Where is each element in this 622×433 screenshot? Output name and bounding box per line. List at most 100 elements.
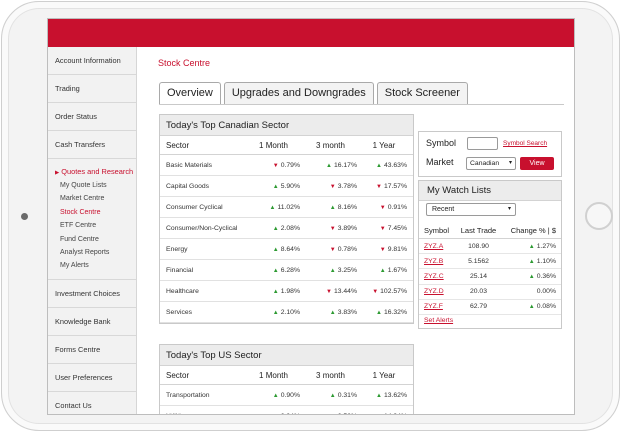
table-row[interactable]: Transportation ▲ 0.90% ▲ 0.31% ▲ 13.62% bbox=[160, 385, 413, 406]
up-arrow-icon: ▲ bbox=[330, 414, 336, 415]
up-arrow-icon: ▲ bbox=[272, 183, 279, 190]
sidebar-item-trading[interactable]: Trading bbox=[48, 75, 136, 103]
sidebar-subitem-analyst-reports[interactable]: Analyst Reports bbox=[60, 249, 110, 257]
sector-name-value: Services bbox=[166, 308, 193, 316]
sidebar-subitem-stock-centre[interactable]: Stock Centre bbox=[60, 208, 101, 216]
view-button[interactable]: View bbox=[520, 157, 554, 170]
table-row[interactable]: Consumer Cyclical ▲ 11.02% ▲ 8.16% ▼ 0.91% bbox=[160, 197, 413, 218]
sidebar-subitem-my-alerts[interactable]: My Alerts bbox=[60, 262, 89, 270]
sidebar-item-knowledge-bank[interactable]: Knowledge Bank bbox=[48, 308, 136, 336]
up-arrow-icon: ▲ bbox=[528, 273, 535, 280]
up-arrow-icon: ▲ bbox=[329, 309, 336, 316]
table-row[interactable]: Financial ▲ 6.28% ▲ 3.25% ▲ 1.67% bbox=[160, 260, 413, 281]
table-row[interactable]: Energy ▲ 8.64% ▼ 0.78% ▼ 9.81% bbox=[160, 239, 413, 260]
sidebar-subitem-etf-centre[interactable]: ETF Centre bbox=[60, 222, 97, 230]
sector-name: Consumer Cyclical bbox=[160, 204, 247, 211]
sector-name-value: Consumer/Non-Cyclical bbox=[166, 224, 238, 232]
change-percent-value: 0.36% bbox=[536, 272, 556, 280]
change-3-month-value: 0.78% bbox=[337, 245, 357, 253]
chevron-down-icon: ▾ bbox=[507, 206, 511, 212]
down-arrow-icon: ▼ bbox=[372, 288, 379, 295]
change-1-month-value: 0.79% bbox=[280, 161, 300, 169]
canadian-sector-rows: Basic Materials ▼ 0.79% ▲ 16.17% ▲ 43.63% Capit… bbox=[160, 155, 413, 323]
change-3-month: ▲2.56% bbox=[304, 413, 361, 415]
up-arrow-icon: ▲ bbox=[272, 288, 279, 295]
column-header-change: Change % | $ bbox=[510, 225, 556, 235]
last-trade-value: 5.1562 bbox=[468, 257, 489, 265]
market-select[interactable]: Canadian ▾ bbox=[466, 157, 516, 170]
change-1-year-value: 102.57% bbox=[380, 287, 407, 295]
sidebar-item-order-status[interactable]: Order Status bbox=[48, 103, 136, 131]
change-3-month-value: 3.89% bbox=[337, 224, 357, 232]
change-1-year-value: 9.81% bbox=[387, 245, 407, 253]
change-1-month: ▲2.94% bbox=[247, 413, 304, 415]
change-1-month: ▲ 2.10% bbox=[247, 309, 304, 316]
change-1-year: ▼ 17.57% bbox=[361, 183, 413, 190]
change-1-month: ▲ 5.90% bbox=[247, 183, 304, 190]
symbol-search-link[interactable]: Symbol Search bbox=[503, 140, 548, 147]
sidebar-item-user-preferences[interactable]: User Preferences bbox=[48, 364, 136, 392]
sidebar-subitem-fund-centre[interactable]: Fund Centre bbox=[60, 235, 99, 243]
sector-name-value: Capital Goods bbox=[166, 182, 210, 190]
set-alerts-link[interactable]: Set Alerts bbox=[424, 317, 454, 324]
change-1-month-value: 2.10% bbox=[280, 308, 300, 316]
watch-list-box: My Watch Lists Recent ▾ Symbol Last Trad… bbox=[418, 180, 562, 329]
watch-list-header-row: Symbol Last Trade Change % | $ bbox=[419, 222, 561, 239]
symbol-link[interactable]: ZYZ.A bbox=[424, 242, 444, 250]
symbol-input[interactable] bbox=[467, 137, 498, 150]
sector-name-value: Healthcare bbox=[166, 287, 199, 295]
canadian-sector-title: Today's Top Canadian Sector bbox=[160, 115, 413, 136]
change-1-year-value: 17.57% bbox=[383, 182, 407, 190]
change-1-year-value: 0.91% bbox=[387, 203, 407, 211]
change-1-year: ▲ 16.32% bbox=[361, 309, 413, 316]
change-1-year: ▲ 1.67% bbox=[361, 267, 413, 274]
column-header-last-trade: Last Trade bbox=[460, 225, 497, 235]
tab-upgrades-and-downgrades[interactable]: Upgrades and Downgrades bbox=[223, 82, 374, 104]
sidebar-subitem-my-quote-lists[interactable]: My Quote Lists bbox=[60, 182, 107, 189]
sector-name: Transportation bbox=[160, 392, 247, 399]
table-row[interactable]: Services ▲ 2.10% ▲ 3.83% ▲ 16.32% bbox=[160, 302, 413, 323]
watch-list-select[interactable]: Recent ▾ bbox=[426, 203, 516, 216]
sidebar-item-forms-centre[interactable]: Forms Centre bbox=[48, 336, 136, 364]
change-1-year: ▼ 7.45% bbox=[361, 225, 413, 232]
change-percent: ▲ 0.08% bbox=[501, 303, 561, 310]
sidebar-subitem-market-centre[interactable]: Market Centre bbox=[60, 195, 105, 203]
change-3-month: ▼ 3.78% bbox=[304, 183, 361, 190]
sector-name-value: Energy bbox=[166, 245, 188, 253]
symbol-link[interactable]: ZYZ.B bbox=[424, 257, 444, 265]
symbol-link[interactable]: ZYZ.F bbox=[424, 303, 443, 311]
last-trade-value: 25.14 bbox=[469, 272, 487, 280]
change-3-month: ▼ 3.89% bbox=[304, 225, 361, 232]
sidebar-item-cash-transfers[interactable]: Cash Transfers bbox=[48, 131, 136, 159]
tab-overview[interactable]: Overview bbox=[159, 82, 221, 104]
tab-stock-screener[interactable]: Stock Screener bbox=[376, 82, 468, 104]
change-percent: ▲ 1.10% bbox=[501, 258, 561, 265]
change-1-month-value: 6.28% bbox=[280, 266, 300, 274]
up-arrow-icon: ▲ bbox=[273, 414, 279, 415]
up-arrow-icon: ▲ bbox=[375, 309, 382, 316]
change-3-month-value: 16.17% bbox=[333, 161, 357, 169]
change-1-year-value: 7.45% bbox=[387, 224, 407, 232]
watch-list-table: Symbol Last Trade Change % | $ ZYZ.A 108.… bbox=[419, 222, 561, 315]
up-arrow-icon: ▲ bbox=[376, 414, 382, 415]
up-arrow-icon: ▲ bbox=[272, 309, 279, 316]
table-row[interactable]: Basic Materials ▼ 0.79% ▲ 16.17% ▲ 43.63% bbox=[160, 155, 413, 176]
sidebar-item-contact-us[interactable]: Contact Us bbox=[48, 392, 136, 414]
table-row[interactable]: Utilities▲2.94%▲2.56%▲14.34% bbox=[160, 406, 413, 415]
up-arrow-icon: ▲ bbox=[528, 258, 535, 265]
home-button[interactable] bbox=[585, 202, 613, 230]
down-arrow-icon: ▼ bbox=[329, 225, 336, 232]
sidebar-item-quotes-and-research[interactable]: ▶ Quotes and Research bbox=[55, 166, 136, 179]
down-arrow-icon: ▼ bbox=[329, 183, 336, 190]
sidebar-item-investment-choices[interactable]: Investment Choices bbox=[48, 280, 136, 308]
table-row[interactable]: Capital Goods ▲ 5.90% ▼ 3.78% ▼ 17.57% bbox=[160, 176, 413, 197]
sidebar-item-account-information[interactable]: Account Information bbox=[48, 47, 136, 75]
table-row[interactable]: Consumer/Non-Cyclical ▲ 2.08% ▼ 3.89% ▼ 7.45% bbox=[160, 218, 413, 239]
table-row[interactable]: Healthcare ▲ 1.98% ▼ 13.44% ▼ 102.57% bbox=[160, 281, 413, 302]
up-arrow-icon: ▲ bbox=[269, 204, 276, 211]
change-3-month-value: 0.31% bbox=[337, 391, 357, 399]
down-arrow-icon: ▼ bbox=[379, 225, 386, 232]
sector-name-value: Utilities bbox=[166, 413, 188, 415]
symbol-link[interactable]: ZYZ.D bbox=[424, 288, 444, 296]
symbol-link[interactable]: ZYZ.C bbox=[424, 272, 444, 280]
